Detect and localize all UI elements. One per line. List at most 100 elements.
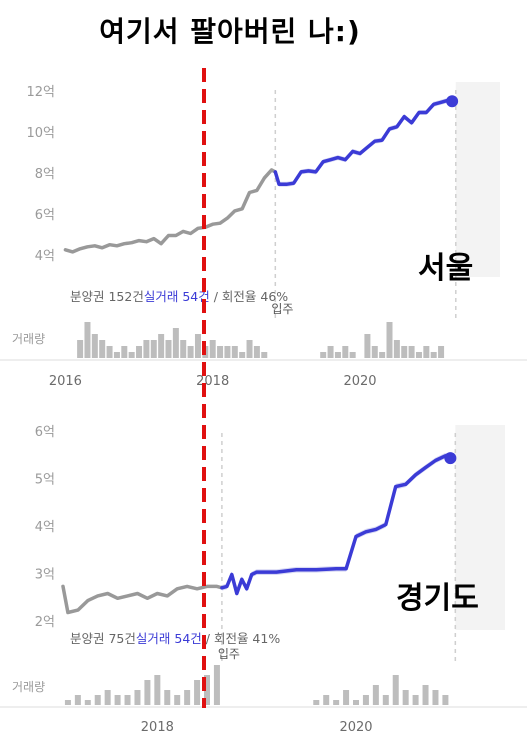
volume-bar <box>239 352 246 358</box>
presale-count: 분양권 152건 <box>70 289 144 304</box>
y-tick-label: 12억 <box>26 85 55 100</box>
volume-bar <box>184 690 191 705</box>
volume-bar <box>371 346 378 358</box>
y-tick-label: 6억 <box>35 208 55 223</box>
volume-bar <box>84 322 91 358</box>
volume-bar <box>342 346 349 358</box>
actual-trade-count: 실거래 54건 <box>144 289 210 304</box>
volume-bar <box>213 665 220 705</box>
volume-bar <box>77 340 84 358</box>
volume-bar <box>343 690 350 705</box>
page-title: 여기서 팔아버린 나:) <box>99 15 361 48</box>
turnover-rate: / 회전율 46% <box>210 289 289 304</box>
volume-bar <box>323 695 330 705</box>
volume-bar <box>253 346 260 358</box>
x-tick-label: 2018 <box>196 374 229 389</box>
volume-bar <box>379 352 386 358</box>
volume-bar <box>313 700 320 705</box>
future-area <box>455 82 500 277</box>
volume-bar <box>165 340 172 358</box>
presale-count: 분양권 75건 <box>70 631 136 646</box>
volume-bar <box>412 695 419 705</box>
volume-bar <box>353 700 359 705</box>
volume-bar <box>124 695 131 705</box>
y-tick-label: 2억 <box>35 615 55 630</box>
volume-bar <box>327 346 334 358</box>
volume-bar <box>99 340 106 358</box>
volume-bar <box>432 690 439 705</box>
volume-bar <box>231 346 238 358</box>
volume-bar <box>209 340 216 358</box>
post-move-in-price-line <box>220 454 453 596</box>
turnover-rate: / 회전율 41% <box>202 631 281 646</box>
future-area <box>455 425 505 630</box>
volume-bar <box>94 695 101 705</box>
move-in-label: 입주 <box>218 647 240 661</box>
y-tick-label: 4억 <box>35 249 55 264</box>
volume-bar <box>91 334 98 358</box>
volume-bar <box>84 700 91 705</box>
transaction-info: 분양권 152건실거래 54건 / 회전율 46% <box>70 289 288 304</box>
y-tick-label: 6억 <box>35 425 55 440</box>
y-tick-label: 4억 <box>35 520 55 535</box>
volume-label: 거래량 <box>12 680 45 694</box>
volume-bar <box>180 340 187 358</box>
volume-bar <box>415 352 422 358</box>
volume-bar <box>106 346 113 358</box>
volume-bar <box>154 675 161 705</box>
volume-bar <box>334 352 341 358</box>
volume-bar <box>386 322 393 358</box>
volume-bar <box>423 346 430 358</box>
x-tick-label: 2020 <box>339 720 372 735</box>
region-label: 경기도 <box>396 581 479 616</box>
volume-bar <box>144 680 151 705</box>
volume-bar <box>134 690 141 705</box>
volume-bar <box>121 346 128 358</box>
volume-bar <box>438 346 445 358</box>
volume-bar <box>143 340 150 358</box>
volume-bar <box>246 340 253 358</box>
volume-bar <box>362 695 369 705</box>
volume-bar <box>401 346 408 358</box>
volume-bar <box>194 334 201 358</box>
volume-label: 거래량 <box>12 332 45 346</box>
post-move-in-price-line <box>273 98 454 187</box>
volume-bar <box>422 685 429 705</box>
volume-bar <box>430 352 437 358</box>
volume-bar <box>372 685 379 705</box>
volume-bar <box>364 334 371 358</box>
y-tick-label: 8억 <box>35 167 55 182</box>
volume-bar <box>224 346 231 358</box>
volume-bar <box>408 346 415 358</box>
volume-bar <box>349 352 356 358</box>
y-tick-label: 3억 <box>35 568 55 583</box>
pre-move-in-price-line <box>63 168 278 254</box>
volume-bar <box>187 346 194 358</box>
actual-trade-count: 실거래 54건 <box>136 631 202 646</box>
volume-bar <box>174 695 181 705</box>
volume-bar <box>194 680 201 705</box>
volume-bar <box>393 340 400 358</box>
region-label: 서울 <box>418 251 473 286</box>
transaction-info: 분양권 75건실거래 54건 / 회전율 41% <box>70 631 280 646</box>
volume-bar <box>204 675 210 705</box>
move-in-label: 입주 <box>271 302 293 316</box>
volume-bar <box>382 695 389 705</box>
volume-bar <box>402 690 409 705</box>
volume-bar <box>136 346 143 358</box>
volume-bar <box>158 334 165 358</box>
volume-bar <box>104 690 111 705</box>
x-tick-label: 2018 <box>141 720 174 735</box>
y-tick-label: 5억 <box>35 473 55 488</box>
volume-bar <box>442 695 449 705</box>
latest-price-dot <box>444 452 457 465</box>
y-tick-label: 10억 <box>26 126 55 141</box>
volume-bar <box>217 346 224 358</box>
latest-price-dot <box>446 95 459 108</box>
volume-bar <box>392 675 399 705</box>
volume-bar <box>150 340 157 358</box>
volume-bar <box>172 328 179 358</box>
